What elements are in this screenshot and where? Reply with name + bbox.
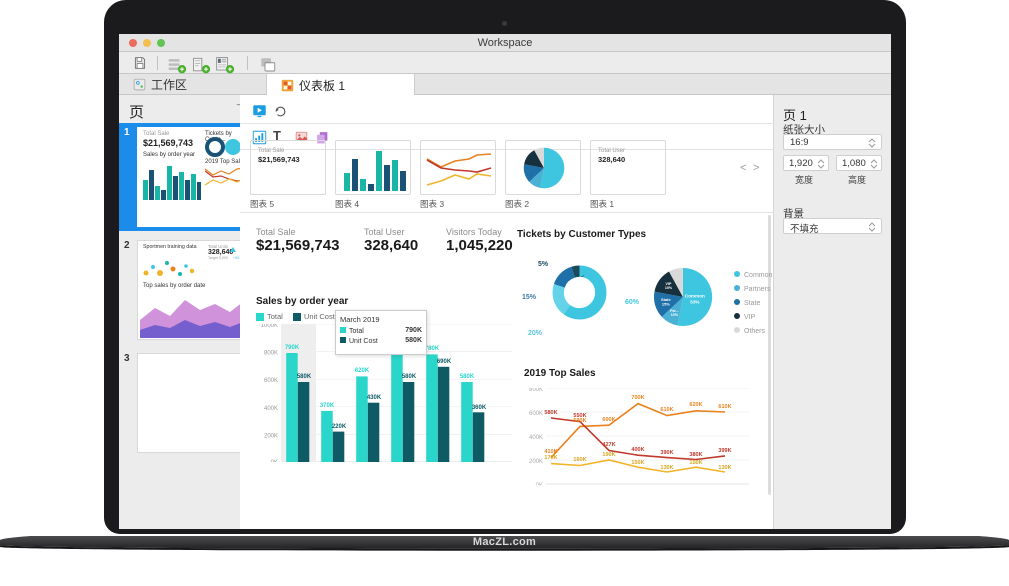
svg-text:800K: 800K (264, 351, 278, 357)
svg-text:15%: 15% (662, 302, 670, 307)
svg-text:399K: 399K (718, 448, 731, 454)
svg-text:0K: 0K (536, 483, 543, 485)
svg-text:Common: Common (685, 294, 705, 299)
svg-text:550K: 550K (573, 413, 586, 419)
svg-text:580K: 580K (460, 374, 475, 380)
svg-text:580K: 580K (402, 374, 417, 380)
svg-text:370K: 370K (320, 403, 335, 409)
svg-text:430K: 430K (367, 395, 382, 401)
svg-text:400K: 400K (631, 447, 644, 453)
svg-text:1000K: 1000K (261, 324, 278, 329)
svg-text:800K: 800K (529, 388, 543, 393)
svg-text:130K: 130K (718, 465, 731, 471)
svg-text:200K: 200K (264, 433, 278, 439)
svg-text:700K: 700K (631, 395, 644, 401)
svg-text:600K: 600K (264, 378, 278, 384)
svg-text:580K: 580K (544, 410, 557, 416)
svg-text:130K: 130K (660, 465, 673, 471)
svg-text:220K: 220K (332, 424, 347, 430)
svg-text:0K: 0K (271, 460, 278, 462)
svg-text:150K: 150K (631, 460, 644, 466)
svg-text:400K: 400K (529, 435, 543, 441)
svg-text:10%: 10% (671, 313, 679, 317)
svg-text:380K: 380K (689, 452, 702, 458)
svg-text:10%: 10% (665, 286, 673, 290)
svg-text:53%: 53% (690, 300, 699, 305)
svg-text:190K: 190K (602, 452, 615, 458)
svg-text:427K: 427K (602, 442, 615, 448)
svg-text:790K: 790K (285, 345, 300, 351)
svg-text:610K: 610K (660, 407, 673, 413)
svg-text:610K: 610K (718, 404, 731, 410)
svg-text:780K: 780K (425, 346, 440, 352)
svg-text:620K: 620K (689, 402, 702, 408)
svg-text:160K: 160K (573, 457, 586, 463)
svg-text:170K: 170K (544, 455, 557, 461)
svg-text:150K: 150K (689, 460, 702, 466)
svg-text:400K: 400K (264, 406, 278, 412)
svg-text:690K: 690K (437, 359, 452, 365)
svg-text:600K: 600K (602, 417, 615, 423)
svg-text:580K: 580K (297, 374, 312, 380)
svg-text:620K: 620K (355, 368, 370, 374)
svg-text:200K: 200K (529, 459, 543, 465)
svg-text:600K: 600K (529, 411, 543, 417)
svg-text:360K: 360K (472, 405, 487, 411)
svg-text:390K: 390K (660, 450, 673, 456)
